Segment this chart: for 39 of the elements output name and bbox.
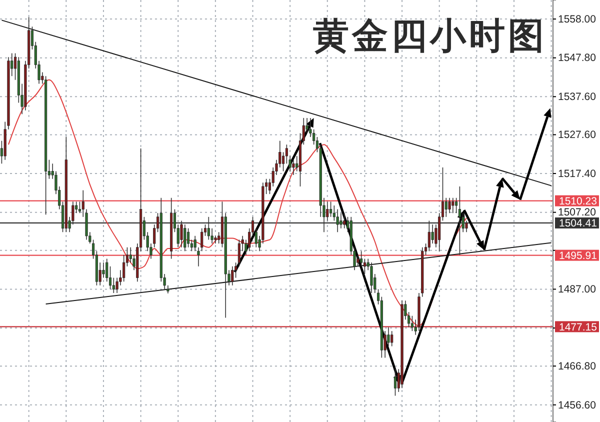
y-tick-label: 1507.20 <box>558 206 596 219</box>
candlestick <box>394 368 397 396</box>
candlestick <box>356 254 360 267</box>
y-tick-label: 1527.60 <box>558 129 596 142</box>
candlestick <box>200 228 204 252</box>
candlestick <box>194 236 196 252</box>
candlestick <box>238 239 240 267</box>
y-tick-label: 1487.00 <box>558 284 596 296</box>
ref-line-label: 1510.23 <box>559 196 598 208</box>
candlestick <box>455 197 458 214</box>
candlestick <box>329 201 332 218</box>
candlestick <box>410 315 414 332</box>
y-tick-label: 1456.60 <box>558 399 596 412</box>
candlestick <box>387 326 390 347</box>
line-series <box>8 79 467 326</box>
candlestick <box>390 330 394 347</box>
candlestick <box>452 197 454 214</box>
candlestick <box>444 197 448 218</box>
y-tick-label: 1558.00 <box>558 13 596 26</box>
candlestick <box>282 152 285 172</box>
candlestick <box>197 246 200 267</box>
y-tick-label: 1547.80 <box>558 52 596 64</box>
chart-title: 黄金四小时图 <box>313 15 547 57</box>
candlestick <box>370 262 373 294</box>
ref-line-label: 1495.91 <box>559 250 598 262</box>
ref-line-label: 1504.41 <box>559 218 598 230</box>
candlestick <box>122 254 126 282</box>
candlestick <box>326 201 329 222</box>
candlestick <box>363 258 366 274</box>
y-tick-label: 1537.60 <box>558 91 596 104</box>
candlestick <box>448 197 451 214</box>
ref-line-label: 1477.15 <box>559 321 598 334</box>
y-tick-label: 1517.40 <box>558 168 596 180</box>
y-tick-label: 1466.80 <box>558 360 596 372</box>
candlestick <box>187 228 190 248</box>
candlestick <box>360 250 363 267</box>
candlestick <box>231 266 234 286</box>
candlestick <box>292 159 295 176</box>
candlestick <box>102 262 105 278</box>
